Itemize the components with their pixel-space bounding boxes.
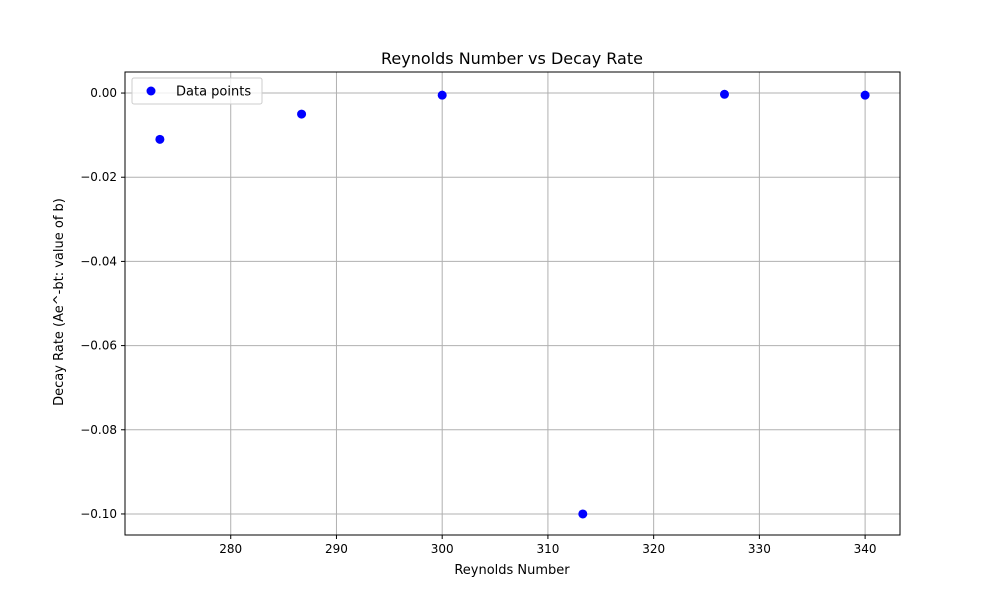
- y-tick-label: 0.00: [90, 86, 117, 100]
- data-points: [155, 89, 870, 519]
- chart-title: Reynolds Number vs Decay Rate: [381, 49, 643, 68]
- x-axis-label: Reynolds Number: [454, 563, 570, 578]
- x-tick-label: 280: [219, 542, 242, 556]
- x-tick-label: 290: [325, 542, 348, 556]
- x-tick-label: 340: [854, 542, 877, 556]
- plot-frame: [124, 71, 901, 536]
- legend: Data points: [131, 77, 263, 105]
- y-axis-label: Decay Rate (Ae^-bt: value of b): [52, 198, 67, 406]
- x-tick-label: 310: [536, 542, 559, 556]
- x-tick-label: 320: [642, 542, 665, 556]
- legend-marker: [146, 86, 156, 96]
- legend-frame: [131, 77, 263, 105]
- data-point: [437, 90, 447, 100]
- legend-label: Data points: [176, 85, 251, 100]
- y-tick-label: −0.06: [80, 339, 117, 353]
- data-point: [860, 90, 870, 100]
- data-point: [155, 134, 165, 144]
- y-tick-label: −0.08: [80, 423, 117, 437]
- data-point: [719, 89, 729, 99]
- y-tick-label: −0.04: [80, 254, 117, 268]
- axis-ticks: 280 290 300 310 320 330 340 0.00 −0.02 −0.04 −0.06…: [80, 86, 876, 556]
- x-tick-label: 300: [431, 542, 454, 556]
- data-point: [578, 509, 588, 519]
- x-tick-label: 330: [748, 542, 771, 556]
- y-tick-label: −0.10: [80, 507, 117, 521]
- data-point: [297, 109, 307, 119]
- y-tick-label: −0.02: [80, 170, 117, 184]
